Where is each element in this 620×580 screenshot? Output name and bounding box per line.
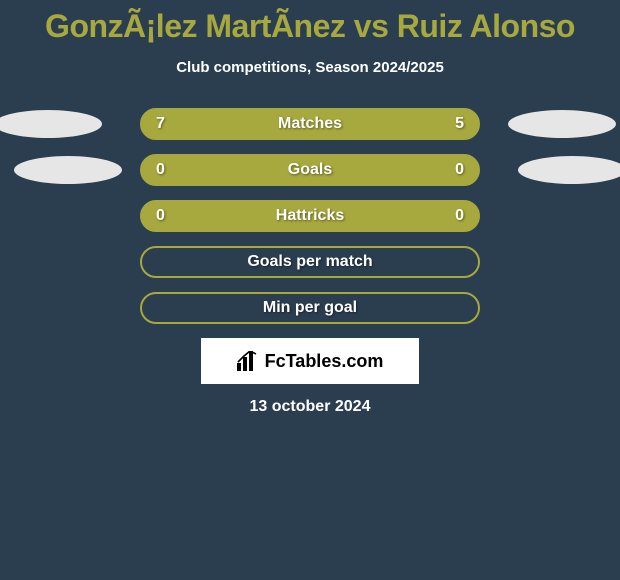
left-oval [0, 110, 102, 138]
stat-bar: 7 Matches 5 [140, 108, 480, 140]
stat-label: Goals [288, 161, 332, 179]
stat-label: Hattricks [276, 207, 344, 225]
stat-bar: Goals per match [140, 246, 480, 278]
right-oval [518, 156, 620, 184]
source-logo: FcTables.com [201, 338, 419, 384]
stat-row: Min per goal [0, 292, 620, 324]
bar-chart-icon [237, 351, 259, 371]
left-value: 7 [156, 115, 184, 133]
stat-label: Goals per match [247, 253, 372, 271]
stat-bar: 0 Hattricks 0 [140, 200, 480, 232]
right-value: 0 [436, 161, 464, 179]
logo-text: FcTables.com [265, 351, 384, 372]
left-oval [14, 156, 122, 184]
left-value: 0 [156, 207, 184, 225]
page-title: GonzÃ¡lez MartÃ­nez vs Ruiz Alonso [0, 8, 620, 45]
stat-label: Matches [278, 115, 342, 133]
right-oval [508, 110, 616, 138]
stat-row: Goals per match [0, 246, 620, 278]
page-subtitle: Club competitions, Season 2024/2025 [0, 59, 620, 76]
stat-bar: Min per goal [140, 292, 480, 324]
stat-row: 0 Goals 0 [0, 154, 620, 186]
stat-bar: 0 Goals 0 [140, 154, 480, 186]
stat-label: Min per goal [263, 299, 357, 317]
right-value: 0 [436, 207, 464, 225]
left-value: 0 [156, 161, 184, 179]
stat-rows: 7 Matches 5 0 Goals 0 0 Hattricks 0 Goals per mat… [0, 108, 620, 324]
comparison-card: GonzÃ¡lez MartÃ­nez vs Ruiz Alonso Club … [0, 0, 620, 416]
date-line: 13 october 2024 [0, 398, 620, 416]
stat-row: 7 Matches 5 [0, 108, 620, 140]
right-value: 5 [436, 115, 464, 133]
stat-row: 0 Hattricks 0 [0, 200, 620, 232]
